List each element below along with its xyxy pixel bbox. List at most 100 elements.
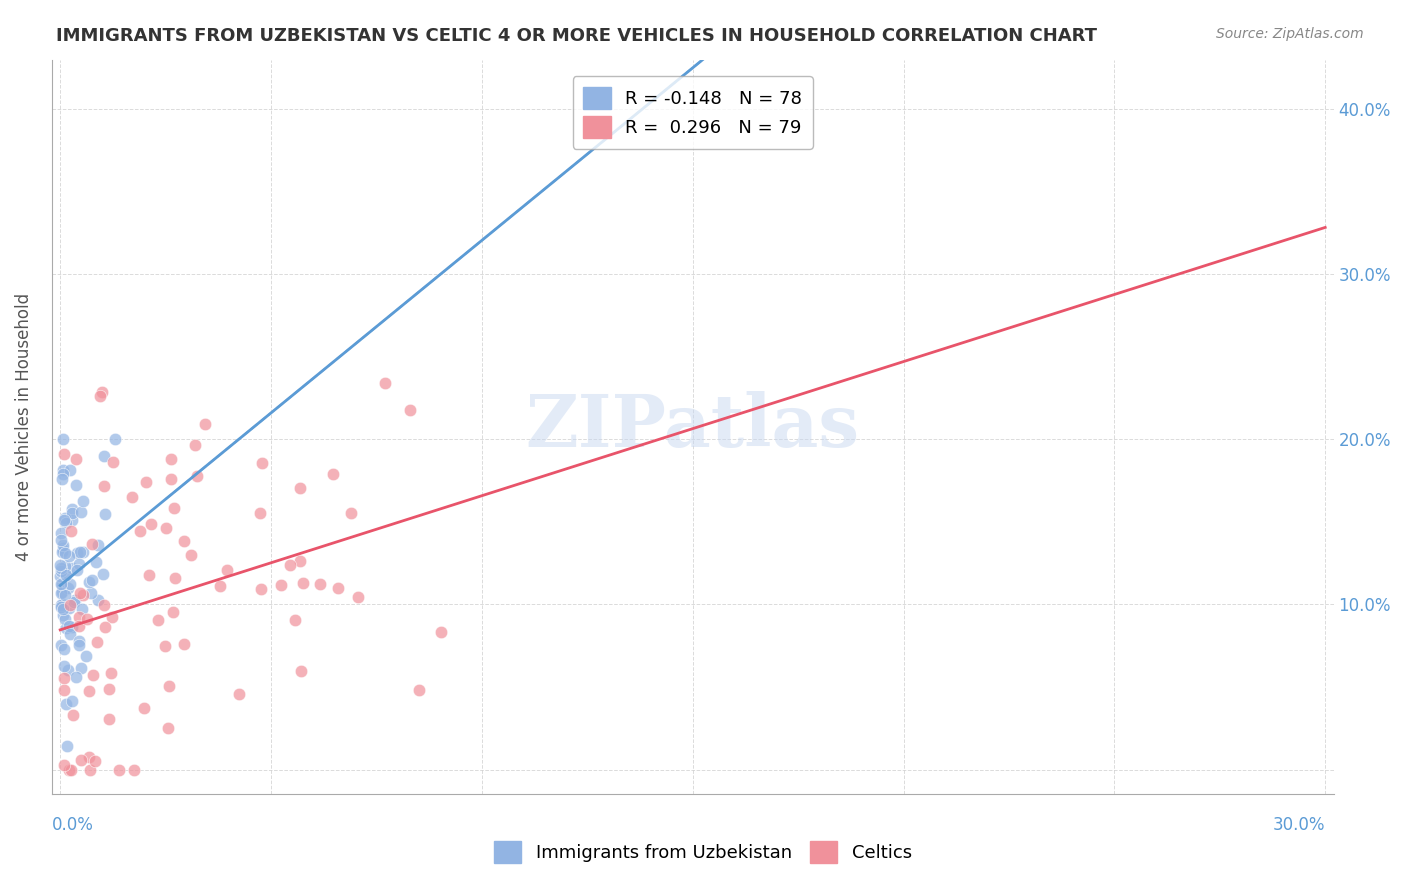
Point [67, 633, 90, 648]
Point [53, 642, 76, 657]
Point [80, 537, 103, 551]
Point [430, 625, 453, 640]
Point [49, 564, 72, 578]
Point [94, 620, 117, 634]
Point [60, 513, 83, 527]
Point [52, 467, 75, 482]
Point [52, 658, 75, 673]
Point [63, 593, 86, 607]
Point [59, 577, 82, 591]
Point [374, 376, 396, 390]
Point [51, 584, 73, 599]
Point [52, 607, 75, 622]
Point [56, 581, 79, 595]
Point [163, 570, 186, 584]
Point [69, 753, 91, 767]
Point [132, 701, 155, 715]
Point [51, 545, 73, 559]
Point [148, 613, 170, 627]
Point [70, 602, 93, 616]
Point [60, 507, 83, 521]
Point [70, 505, 93, 519]
Point [53, 612, 76, 626]
Point [66, 546, 89, 560]
Point [122, 763, 145, 777]
Point [180, 548, 202, 562]
Point [79, 586, 101, 600]
Point [84, 555, 107, 569]
Point [104, 433, 127, 447]
Point [89, 389, 111, 403]
Point [76, 612, 98, 626]
Point [55, 568, 77, 582]
Point [51, 597, 73, 611]
Point [90, 384, 112, 399]
Point [52, 538, 75, 552]
Legend: R = -0.148   N = 78, R =  0.296   N = 79: R = -0.148 N = 78, R = 0.296 N = 79 [572, 76, 813, 149]
Point [67, 618, 90, 632]
Point [53, 567, 76, 582]
Point [157, 722, 180, 736]
Point [60, 693, 83, 707]
Point [97, 682, 120, 697]
Point [108, 763, 131, 777]
Point [184, 438, 207, 452]
Point [49, 569, 72, 583]
Point [97, 713, 120, 727]
Point [340, 506, 363, 520]
Point [67, 639, 90, 653]
Point [249, 506, 271, 520]
Y-axis label: 4 or more Vehicles in Household: 4 or more Vehicles in Household [15, 293, 32, 561]
Point [58, 549, 80, 563]
Point [51, 577, 73, 591]
Point [75, 648, 97, 663]
Point [52, 541, 75, 555]
Point [66, 563, 89, 577]
Point [100, 665, 122, 680]
Point [86, 635, 108, 649]
Point [69, 661, 91, 675]
Point [173, 637, 195, 651]
Point [288, 481, 311, 495]
Point [49, 599, 72, 614]
Point [84, 755, 107, 769]
Point [72, 588, 94, 602]
Point [93, 598, 115, 612]
Point [49, 533, 72, 548]
Point [53, 513, 76, 527]
Text: 30.0%: 30.0% [1272, 816, 1326, 834]
Point [194, 417, 217, 431]
Point [159, 472, 181, 486]
Point [60, 763, 83, 777]
Point [101, 455, 124, 469]
Point [79, 763, 101, 777]
Point [228, 687, 250, 701]
Point [82, 667, 104, 681]
Point [55, 516, 77, 530]
Point [51, 543, 73, 558]
Point [58, 619, 80, 633]
Point [65, 452, 87, 467]
Text: Source: ZipAtlas.com: Source: ZipAtlas.com [1216, 27, 1364, 41]
Point [292, 576, 315, 591]
Point [69, 586, 91, 600]
Point [49, 638, 72, 652]
Point [53, 447, 76, 461]
Point [52, 463, 75, 477]
Point [53, 559, 76, 574]
Point [52, 433, 75, 447]
Point [60, 502, 83, 516]
Point [65, 670, 87, 684]
Point [82, 573, 104, 587]
Point [162, 605, 184, 619]
Point [346, 591, 368, 605]
Point [53, 588, 76, 602]
Point [56, 663, 79, 677]
Point [138, 567, 160, 582]
Point [155, 521, 177, 535]
Point [53, 757, 76, 772]
Point [155, 640, 177, 654]
Point [55, 697, 77, 711]
Point [208, 579, 231, 593]
Point [121, 490, 143, 504]
